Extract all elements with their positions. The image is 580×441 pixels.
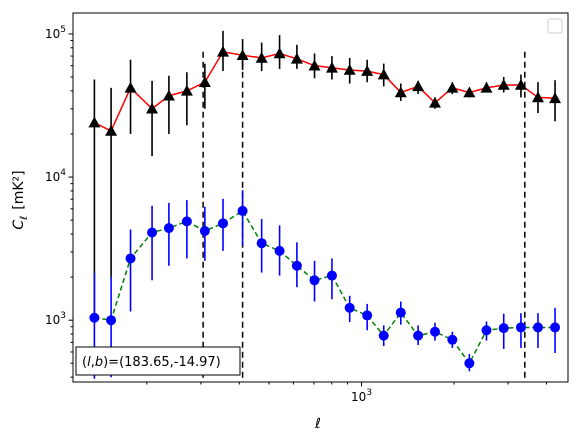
- series-0-point-23: [497, 78, 510, 90]
- y-axis-ticks: 103 104 105: [45, 25, 73, 378]
- series-0-point-2: [124, 81, 137, 93]
- series-1-point-10: [274, 245, 285, 256]
- series-0-point-21: [463, 86, 476, 98]
- x-tick-label-0: 103: [351, 388, 372, 404]
- series-1-point-6: [199, 225, 210, 236]
- series-1-point-24: [515, 322, 526, 333]
- series-1-line: [94, 209, 556, 365]
- series-0-point-9: [255, 51, 268, 63]
- series-0-point-16: [377, 68, 390, 80]
- series-0-point-6: [198, 76, 211, 87]
- series-1-point-16: [378, 330, 389, 341]
- series-1-point-4: [163, 223, 174, 234]
- x-axis-label: ℓ: [314, 416, 321, 432]
- annotation-text: (l,b)=(183.65,-14.97): [82, 355, 221, 370]
- series-1-point-23: [498, 323, 509, 334]
- series-1-point-1: [106, 315, 117, 326]
- series-1-point-26: [550, 322, 561, 333]
- series-0-point-13: [325, 61, 338, 73]
- series-0-point-5: [180, 84, 193, 96]
- series-0-point-20: [446, 81, 459, 93]
- series-1-point-19: [429, 326, 440, 337]
- annotation: (l,b)=(183.65,-14.97): [75, 346, 241, 376]
- series-1-point-17: [395, 307, 406, 318]
- series-0-point-0: [88, 116, 101, 128]
- series-0-point-14: [343, 63, 356, 75]
- series-1-point-13: [326, 270, 337, 281]
- x-axis-ticks: 103: [146, 382, 547, 404]
- series-0-point-8: [236, 49, 249, 61]
- series-0-point-1: [105, 124, 118, 136]
- series-1-point-9: [256, 238, 267, 249]
- series-1-point-7: [218, 218, 229, 229]
- y-axis-label: Cℓ[mK²]: [11, 170, 30, 229]
- series-0-point-26: [549, 92, 562, 104]
- series-1-point-8: [237, 205, 248, 216]
- legend: [547, 18, 563, 34]
- series-1-point-14: [344, 302, 355, 313]
- series-0-point-15: [361, 65, 374, 76]
- series-1-point-25: [532, 322, 543, 333]
- series-1-point-22: [481, 325, 492, 336]
- series-0-point-19: [428, 96, 441, 108]
- series-0-point-4: [162, 89, 175, 101]
- y-tick-label-2: 105: [45, 25, 66, 41]
- series-1-point-20: [447, 334, 458, 345]
- series-1-point-15: [362, 310, 373, 321]
- series-0-point-7: [217, 45, 230, 57]
- y-tick-label-1: 104: [45, 168, 66, 184]
- series-1-point-12: [309, 275, 320, 286]
- series-1-point-2: [125, 253, 136, 264]
- series-0-point-22: [480, 81, 493, 93]
- series-0-point-24: [514, 78, 527, 90]
- series-0-point-25: [531, 91, 544, 103]
- annotation-box: [75, 346, 241, 376]
- series-1-point-3: [147, 227, 158, 238]
- series-1-point-11: [291, 260, 302, 271]
- series-0-point-11: [290, 52, 303, 64]
- series-0-point-10: [273, 47, 286, 59]
- plot-frame: [72, 12, 569, 383]
- series-layer: [88, 30, 562, 379]
- plot-area: [73, 13, 568, 382]
- series-1-point-18: [413, 330, 424, 341]
- y-tick-label-0: 103: [45, 311, 66, 327]
- series-1-point-0: [89, 312, 100, 323]
- series-0-point-18: [412, 80, 425, 92]
- series-1-point-5: [181, 216, 192, 227]
- series-0-point-12: [308, 59, 321, 71]
- legend-box: [547, 18, 563, 34]
- series-1-point-21: [464, 358, 475, 369]
- series-0-point-3: [146, 102, 159, 114]
- series-0-point-17: [394, 86, 407, 98]
